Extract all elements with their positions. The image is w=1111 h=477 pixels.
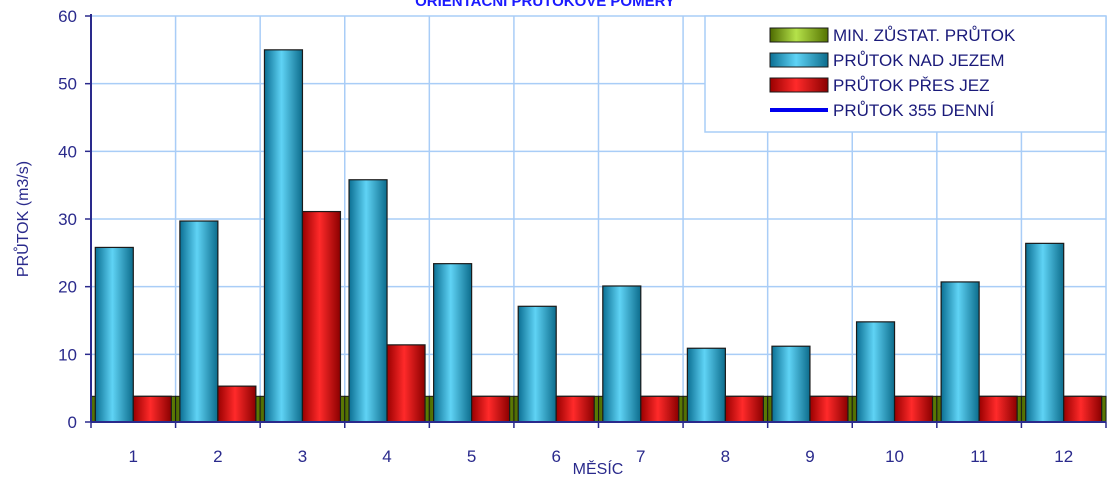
bar-flow-above-weir <box>179 220 219 423</box>
bar-flow-above-weir <box>855 321 896 423</box>
y-tick-label: 40 <box>58 142 77 161</box>
x-tick-label: 5 <box>467 447 476 466</box>
bar-flow-over-weir <box>1063 395 1103 423</box>
legend: MIN. ZŮSTAT. PRŮTOK PRŮTOK NAD JEZEM PRŮTO… <box>704 15 1107 133</box>
bar-flow-over-weir <box>978 395 1018 423</box>
bar-flow-above-weir <box>686 347 726 423</box>
x-tick-label: 9 <box>805 447 814 466</box>
bar-flow-above-weir <box>602 285 642 423</box>
x-tick-label: 6 <box>551 447 560 466</box>
x-tick-label: 1 <box>129 447 138 466</box>
legend-swatch <box>769 27 829 43</box>
x-tick-label: 7 <box>636 447 645 466</box>
legend-swatch <box>769 52 829 68</box>
bar-flow-over-weir <box>893 395 934 423</box>
y-tick-label: 20 <box>58 278 77 297</box>
x-tick-label: 11 <box>970 447 988 466</box>
chart-title: ORIENTAČNÍ PRŮTOKOVÉ POMĚRY <box>415 0 675 10</box>
bar-flow-above-weir <box>348 179 388 423</box>
bar-flow-above-weir <box>517 305 557 423</box>
x-tick-label: 8 <box>721 447 730 466</box>
x-axis-label: MĚSÍC <box>573 459 624 477</box>
legend-swatch <box>769 77 829 93</box>
bar-flow-over-weir <box>724 395 764 423</box>
bar-flow-above-weir <box>771 345 811 423</box>
legend-label: PRŮTOK PŘES JEZ <box>833 76 990 95</box>
bar-flow-over-weir <box>640 395 680 423</box>
bar-flow-above-weir <box>94 246 134 423</box>
y-tick-label: 60 <box>58 7 77 26</box>
bar-flow-over-weir <box>386 344 426 423</box>
bar-flow-above-weir <box>433 263 473 423</box>
legend-label: PRŮTOK NAD JEZEM <box>833 51 1005 70</box>
bar-flow-above-weir <box>263 49 304 423</box>
y-tick-label: 30 <box>58 210 77 229</box>
bar-flow-over-weir <box>809 395 849 423</box>
bars <box>90 49 1107 423</box>
x-tick-label: 3 <box>298 447 307 466</box>
bar-flow-above-weir <box>940 281 980 423</box>
bar-flow-over-weir <box>301 210 342 423</box>
bar-flow-over-weir <box>555 395 595 423</box>
bar-flow-above-weir <box>1025 242 1065 423</box>
bar-flow-over-weir <box>132 395 172 423</box>
bar-flow-over-weir <box>217 385 257 423</box>
grid <box>91 15 1107 422</box>
y-tick-label: 0 <box>68 413 77 432</box>
legend-label: MIN. ZŮSTAT. PRŮTOK <box>833 26 1016 45</box>
x-tick-label: 10 <box>885 447 904 466</box>
x-tick-label: 12 <box>1054 447 1073 466</box>
x-tick-label: 2 <box>213 447 222 466</box>
bar-flow-over-weir <box>471 395 511 423</box>
y-tick-label: 10 <box>58 345 77 364</box>
y-axis-label: PRŮTOK (m3/s) <box>13 161 32 277</box>
x-tick-label: 4 <box>382 447 391 466</box>
y-tick-label: 50 <box>58 75 77 94</box>
legend-label: PRŮTOK 355 DENNÍ <box>833 101 995 120</box>
